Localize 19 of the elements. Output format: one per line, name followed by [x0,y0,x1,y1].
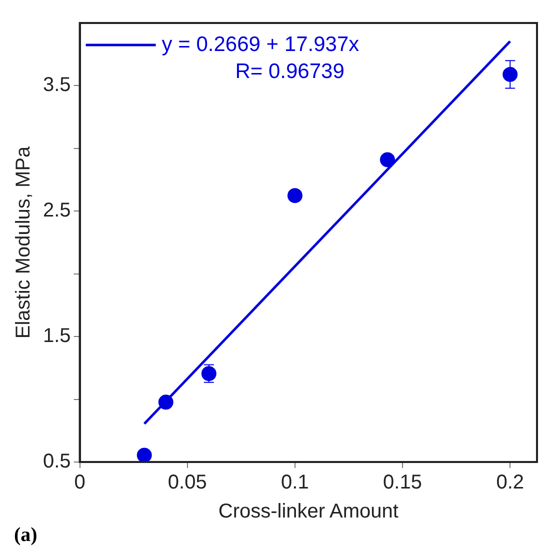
point [136,448,152,462]
annotation: R= 0.96739 [235,60,344,83]
x-tick-label: 0.2 [496,472,524,494]
x-tick-label: 0.1 [281,472,309,494]
y-tick-label: 1.5 [42,325,71,348]
point [380,152,395,168]
x-tick-label: 0.15 [383,472,422,494]
point [158,394,174,410]
point [502,66,518,82]
x-tick-label: 0.05 [168,472,207,494]
y-tick-label: 3.5 [42,74,71,96]
y-tick-label: 0.5 [42,450,71,473]
y-tick-label: 2.5 [42,200,71,222]
legend-label: y = 0.2669 + 17.937x [162,32,360,56]
x-axis-title: Cross-linker Amount [218,500,399,523]
text: (a) [14,524,38,546]
point [287,188,302,204]
x-tick-label: 0 [74,472,86,494]
y-axis-title: Elastic Modulus, MPa [12,145,35,339]
